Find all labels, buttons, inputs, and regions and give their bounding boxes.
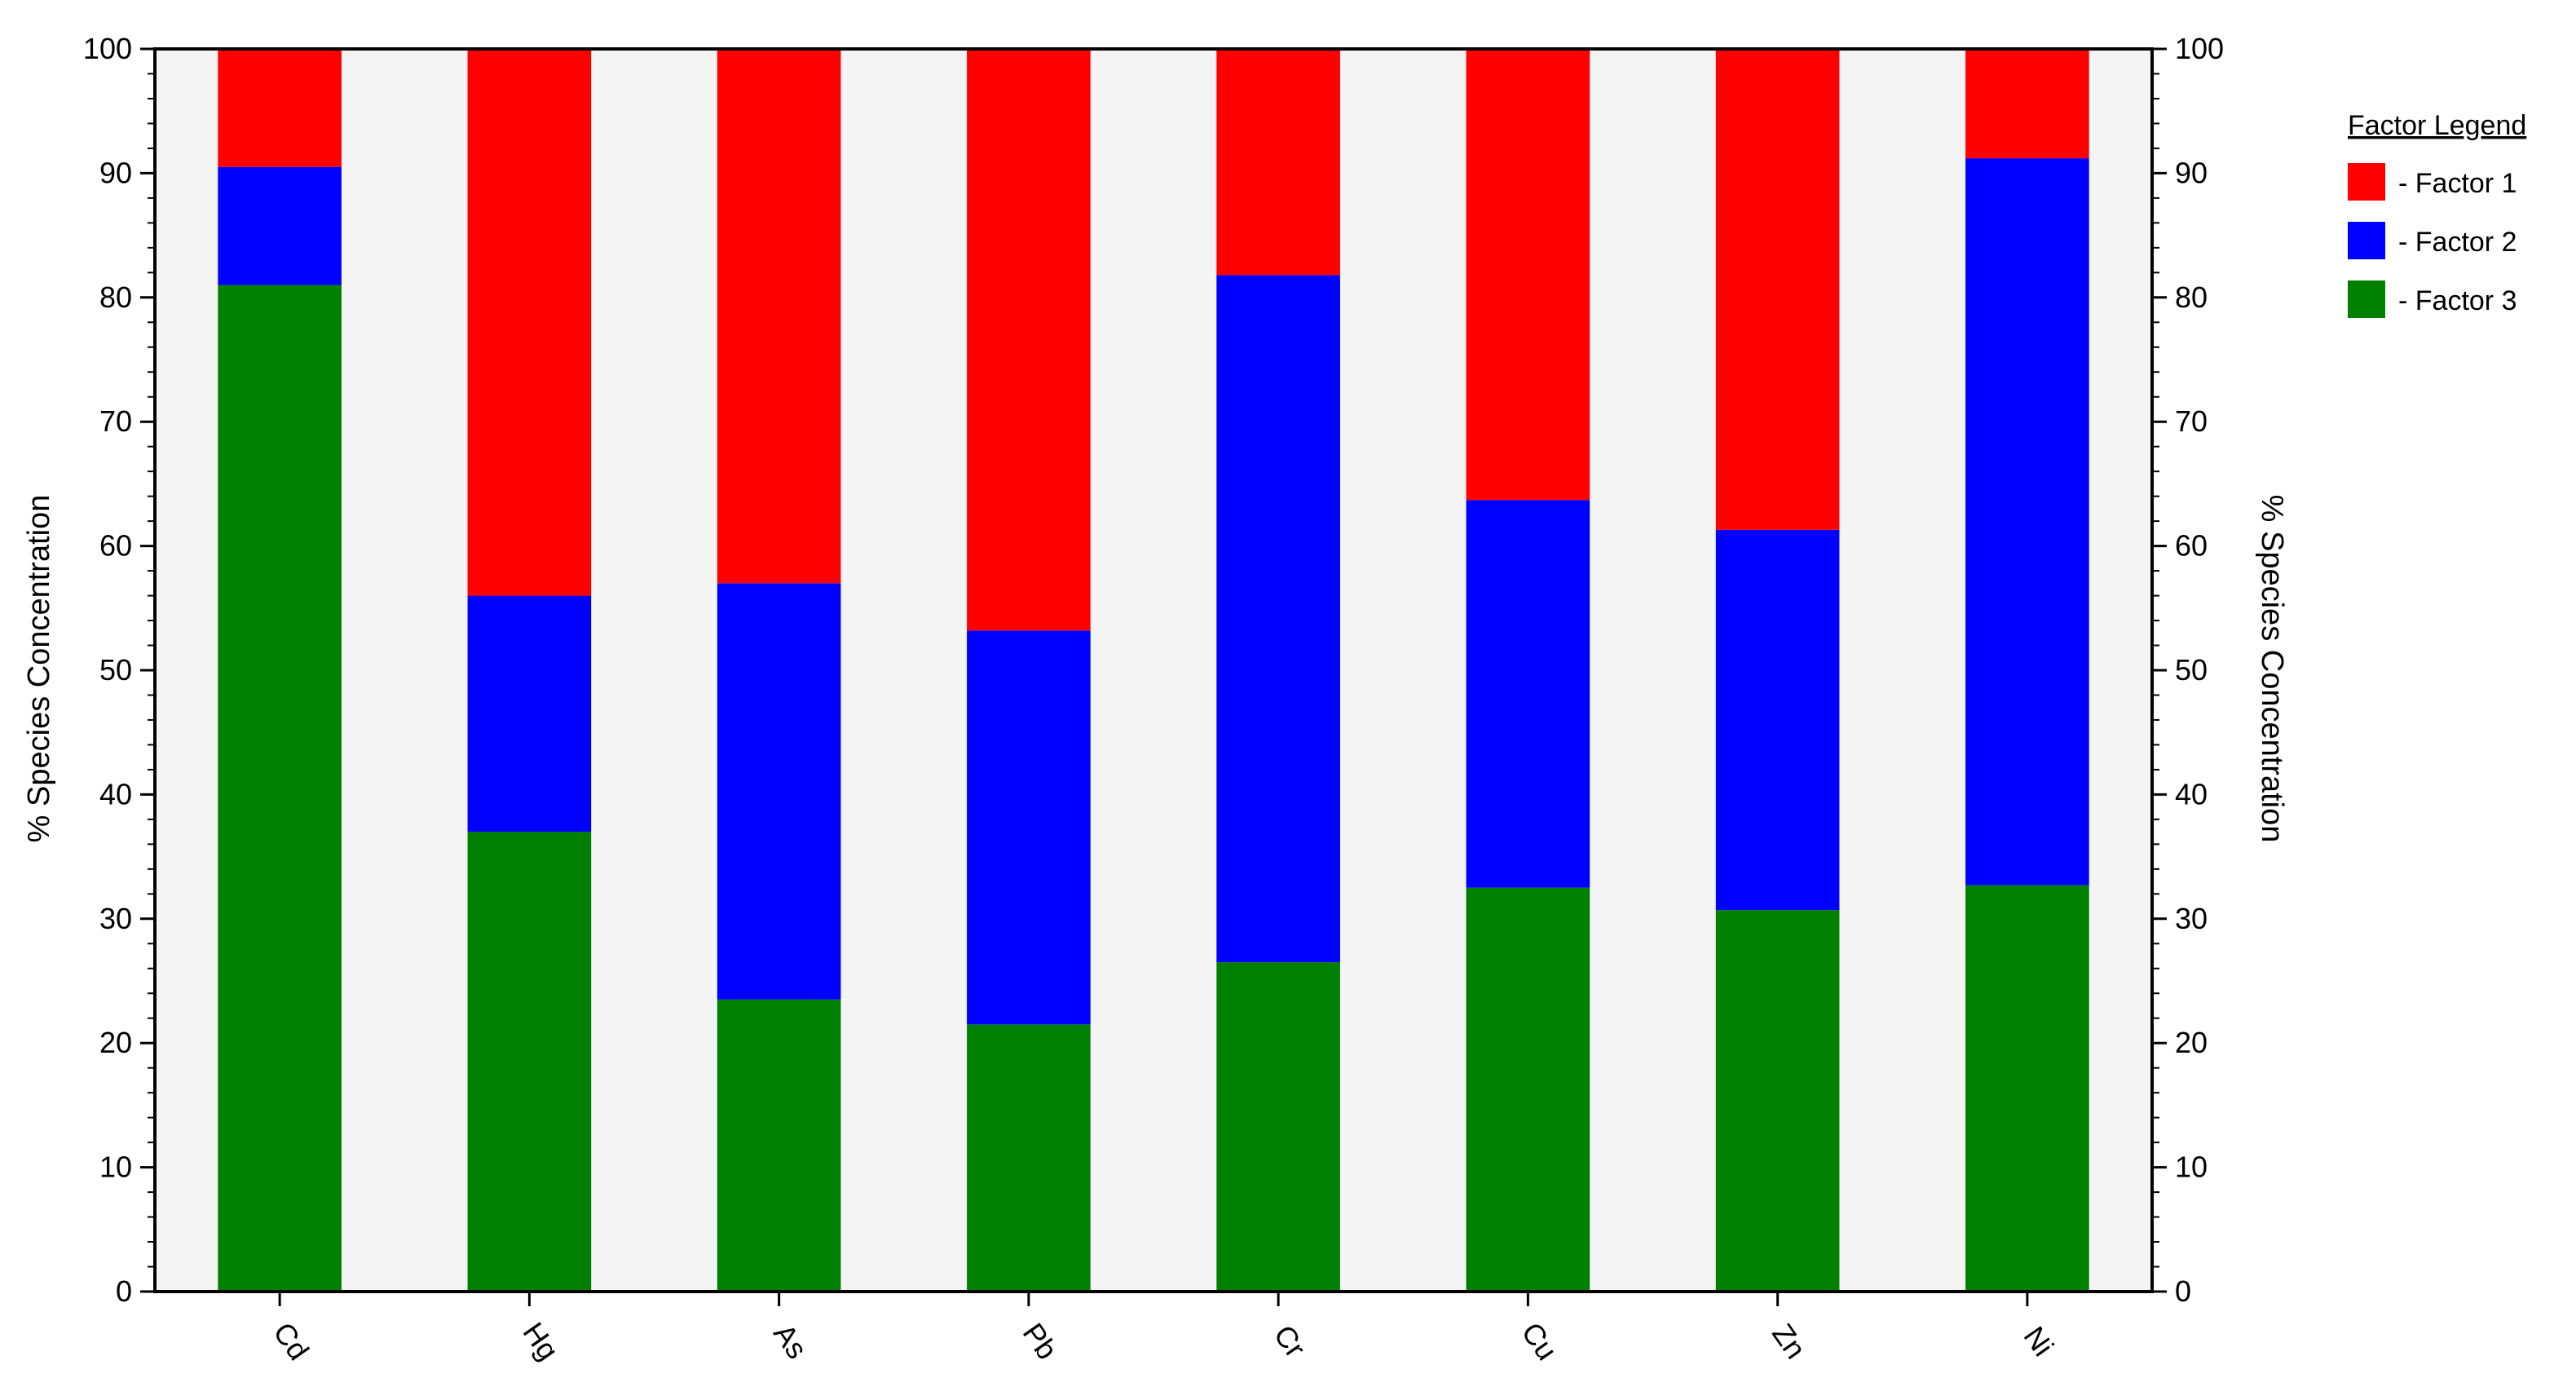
y-tick-label-right: 90 [2175,156,2208,189]
legend-swatch [2348,163,2385,201]
x-tick-label-cd: Cd [267,1316,315,1366]
bar-segment-as-factor-3 [717,999,841,1292]
bar-segment-cd-factor-2 [218,166,342,285]
y-axis-title-right: % Species Concentration [2255,495,2289,843]
x-tick-label-cu: Cu [1515,1316,1564,1366]
plot-area [155,49,2152,1292]
legend-label: - Factor 3 [2398,285,2516,316]
bar-segment-zn-factor-3 [1715,910,1840,1292]
bar-segment-cu-factor-2 [1466,500,1590,888]
legend-swatch [2348,222,2385,259]
x-tick-label-pb: Pb [1017,1317,1065,1366]
legend-label: - Factor 1 [2398,168,2516,199]
bar-segment-hg-factor-1 [467,49,592,596]
legend-swatch [2348,280,2385,318]
y-tick-label-left: 40 [99,777,132,810]
y-axis-title-left: % Species Concentration [22,495,56,843]
y-tick-label-right: 80 [2175,280,2208,314]
y-tick-label-right: 100 [2175,32,2224,65]
bar-segment-cd-factor-3 [218,285,342,1292]
bar-segment-cr-factor-3 [1216,962,1340,1292]
bar-segment-ni-factor-2 [1965,158,2089,885]
y-tick-label-left: 30 [99,902,132,935]
bars-layer [218,49,2089,1292]
y-tick-label-left: 100 [83,32,132,65]
bar-segment-pb-factor-1 [967,49,1091,631]
bar-segment-cd-factor-1 [218,49,342,167]
y-tick-label-right: 20 [2175,1026,2208,1059]
bar-segment-cr-factor-2 [1216,275,1340,963]
y-tick-label-right: 10 [2175,1150,2208,1184]
y-tick-label-left: 90 [99,156,132,189]
y-tick-label-left: 50 [99,653,132,687]
legend-label: - Factor 2 [2398,227,2516,258]
x-tick-label-zn: Zn [1766,1318,1813,1365]
bar-segment-pb-factor-2 [967,630,1091,1025]
x-tick-label-hg: Hg [517,1316,566,1366]
y-tick-label-left: 70 [99,404,132,438]
y-tick-label-left: 20 [99,1026,132,1059]
x-tick-label-as: As [767,1318,814,1365]
legend-title: Factor Legend [2348,110,2526,141]
bar-segment-as-factor-1 [717,49,841,584]
bar-segment-pb-factor-3 [967,1024,1091,1292]
legend: Factor Legend - Factor 1 - Factor 2 - Fact… [2348,110,2526,318]
bar-segment-ni-factor-1 [1965,49,2089,159]
y-tick-label-right: 0 [2175,1274,2191,1308]
bar-segment-as-factor-2 [717,583,841,1000]
x-tick-label-ni: Ni [2018,1320,2061,1362]
bar-segment-cu-factor-1 [1466,49,1590,501]
y-tick-label-left: 0 [116,1274,132,1308]
bar-segment-ni-factor-3 [1965,885,2089,1292]
y-tick-label-left: 80 [99,280,132,314]
y-tick-label-right: 60 [2175,529,2208,563]
bar-segment-hg-factor-2 [467,595,592,832]
y-tick-label-right: 70 [2175,404,2208,438]
bar-segment-hg-factor-3 [467,832,592,1292]
bar-segment-zn-factor-1 [1715,49,1840,530]
y-tick-label-left: 60 [99,529,132,563]
y-tick-label-left: 10 [99,1150,132,1184]
bar-segment-cr-factor-1 [1216,49,1340,276]
bar-segment-cu-factor-3 [1466,887,1590,1292]
y-tick-label-right: 30 [2175,902,2208,935]
y-tick-label-right: 50 [2175,653,2208,687]
bar-segment-zn-factor-2 [1715,529,1840,911]
x-tick-label-cr: Cr [1268,1319,1312,1364]
y-tick-label-right: 40 [2175,777,2208,810]
